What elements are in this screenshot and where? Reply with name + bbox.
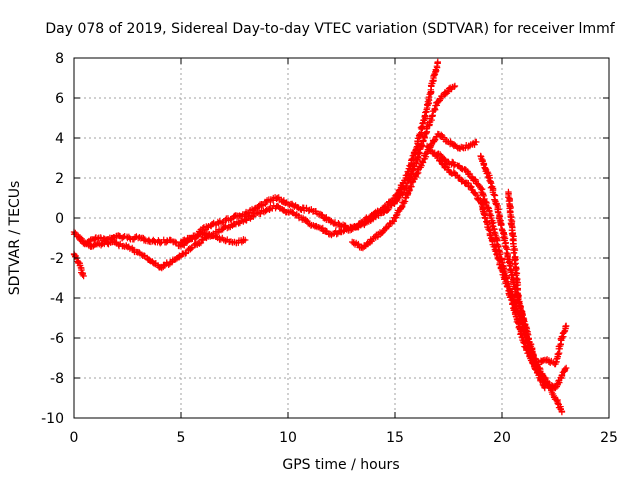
y-tick-label: 8 <box>55 51 64 67</box>
data-point <box>541 384 548 392</box>
x-tick-label: 0 <box>70 430 79 446</box>
data-point <box>126 235 134 242</box>
data-point <box>526 351 534 359</box>
data-point <box>563 364 570 372</box>
y-tick-label: 6 <box>55 91 64 107</box>
y-tick-label: 2 <box>55 171 64 187</box>
y-tick-label: 4 <box>55 131 64 147</box>
data-point <box>204 224 211 231</box>
data-point <box>104 240 111 247</box>
data-point <box>171 238 179 246</box>
grid <box>74 58 609 418</box>
x-tick-label: 15 <box>386 430 404 446</box>
data-point <box>553 397 560 404</box>
series-track-3 <box>177 229 249 247</box>
data-point <box>490 191 497 198</box>
y-tick-label: -6 <box>50 331 64 347</box>
series-track-4 <box>349 130 480 252</box>
data-point <box>558 408 566 416</box>
data-point <box>418 142 426 149</box>
data-point <box>406 186 414 194</box>
x-axis-label: GPS time / hours <box>282 457 399 473</box>
data-point <box>424 98 432 105</box>
data-point <box>79 271 86 278</box>
data-point <box>451 82 459 90</box>
data-points <box>70 58 570 416</box>
y-tick-label: -10 <box>41 411 64 427</box>
data-point <box>561 365 569 373</box>
data-point <box>555 351 562 358</box>
data-point <box>242 236 249 244</box>
series-track-7 <box>477 152 570 392</box>
data-point <box>554 400 561 407</box>
data-point <box>213 233 220 240</box>
series-track-1 <box>70 58 441 250</box>
data-point <box>286 201 293 209</box>
data-point <box>414 135 422 142</box>
data-point <box>489 222 496 229</box>
data-point <box>393 212 400 219</box>
data-point <box>525 347 532 354</box>
data-point <box>335 220 342 227</box>
data-point <box>224 224 231 232</box>
data-point <box>80 272 87 280</box>
axes: 0 5 10 15 20 25 -10 -8 -6 -4 -2 0 2 4 6 8 <box>41 51 618 446</box>
x-tick-label: 10 <box>279 430 297 446</box>
data-point <box>528 355 536 363</box>
data-point <box>197 239 205 247</box>
chart-title: Day 078 of 2019, Sidereal Day-to-day VTE… <box>45 21 615 37</box>
data-point <box>496 251 503 258</box>
data-point <box>419 120 426 127</box>
y-tick-label: 0 <box>55 211 64 227</box>
plot-frame <box>73 57 610 419</box>
data-point <box>331 219 339 226</box>
data-point <box>510 249 518 257</box>
series-track-8 <box>505 188 548 392</box>
data-point <box>409 166 416 174</box>
data-point <box>527 354 535 362</box>
data-point <box>488 237 496 244</box>
data-point <box>487 230 494 238</box>
data-point <box>473 138 480 146</box>
data-point <box>514 296 522 303</box>
data-point <box>431 105 438 113</box>
y-tick-label: -2 <box>50 251 64 267</box>
data-point <box>425 93 433 101</box>
data-point <box>434 58 441 66</box>
series-track-2 <box>77 82 459 272</box>
series-track-9 <box>70 250 87 280</box>
y-axis-label: SDTVAR / TECUs <box>7 181 23 296</box>
x-tick-label: 20 <box>493 430 511 446</box>
data-point <box>450 83 458 91</box>
y-tick-label: -8 <box>50 371 64 387</box>
data-point <box>503 275 510 282</box>
data-point <box>472 190 479 198</box>
data-point <box>333 230 340 238</box>
data-point <box>563 322 570 330</box>
series-track-5 <box>423 142 566 416</box>
data-point <box>493 201 500 208</box>
data-point <box>157 239 164 247</box>
data-point <box>151 238 158 245</box>
data-point <box>416 149 423 156</box>
data-point <box>315 223 322 231</box>
data-point <box>491 229 498 236</box>
data-point <box>385 206 392 213</box>
data-point <box>538 358 546 365</box>
x-tick-label: 5 <box>177 430 186 446</box>
data-point <box>355 240 362 248</box>
data-point <box>485 225 492 233</box>
data-point <box>506 262 513 269</box>
x-tick-label: 25 <box>600 430 618 446</box>
y-tick-label: -4 <box>50 291 64 307</box>
data-point <box>383 223 391 231</box>
data-point <box>537 377 545 385</box>
data-point <box>498 222 505 229</box>
data-point <box>400 199 407 207</box>
data-point <box>482 215 489 222</box>
